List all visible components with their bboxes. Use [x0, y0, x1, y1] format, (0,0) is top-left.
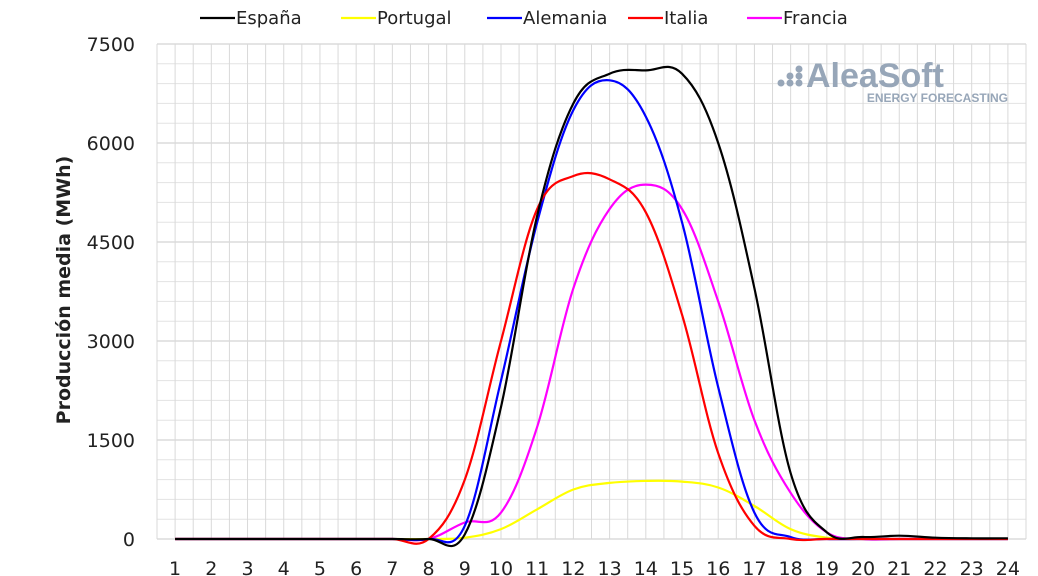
y-tick-label: 7500 — [87, 34, 135, 56]
x-tick-label: 8 — [423, 558, 435, 576]
legend-label: España — [236, 8, 302, 29]
x-axis: 1 2 3 4 5 6 7 8 9 10 11 12 13 14 15 16 17 18 19 20 21 22 23 24 — [169, 558, 1020, 576]
series-lines — [175, 65, 1008, 548]
x-tick-label: 9 — [459, 558, 471, 576]
x-tick-label: 7 — [386, 558, 398, 576]
y-tick-label: 6000 — [87, 133, 135, 155]
x-tick-label: 24 — [996, 558, 1020, 576]
y-axis-label: Producción media (MWh) — [53, 156, 75, 425]
legend-label: Portugal — [377, 8, 452, 29]
x-tick-label: 19 — [815, 558, 839, 576]
x-tick-label: 21 — [887, 558, 911, 576]
logo-tagline: ENERGY FORECASTING — [867, 91, 1008, 105]
x-tick-label: 13 — [598, 558, 622, 576]
x-tick-label: 4 — [278, 558, 290, 576]
x-tick-label: 23 — [960, 558, 984, 576]
x-tick-label: 3 — [241, 558, 253, 576]
x-tick-label: 10 — [489, 558, 513, 576]
x-tick-label: 11 — [525, 558, 549, 576]
x-tick-label: 5 — [314, 558, 326, 576]
legend-label: Italia — [664, 8, 708, 29]
x-tick-label: 20 — [851, 558, 875, 576]
y-tick-label: 3000 — [87, 331, 135, 353]
y-tick-label: 4500 — [87, 232, 135, 254]
gridlines — [156, 43, 1027, 540]
x-tick-label: 16 — [706, 558, 730, 576]
legend-label: Francia — [783, 8, 848, 29]
x-tick-label: 18 — [779, 558, 803, 576]
legend-item: Alemania — [487, 8, 607, 29]
legend-item: España — [200, 8, 302, 29]
y-tick-label: 0 — [123, 529, 135, 551]
y-tick-label: 1500 — [87, 430, 135, 452]
legend-item: Italia — [628, 8, 708, 29]
aleasoft-logo: AleaSoft ENERGY FORECASTING — [777, 57, 1008, 105]
logo-dots-icon — [777, 65, 803, 87]
legend-item: Francia — [747, 8, 848, 29]
x-tick-label: 2 — [205, 558, 217, 576]
x-tick-label: 17 — [742, 558, 766, 576]
series-line-españa — [175, 65, 1008, 548]
x-tick-label: 22 — [923, 558, 947, 576]
x-tick-label: 15 — [670, 558, 694, 576]
x-tick-label: 12 — [561, 558, 585, 576]
y-axis: 0 1500 3000 4500 6000 7500 — [87, 34, 135, 551]
x-tick-label: 14 — [634, 558, 658, 576]
legend: España Portugal Alemania Italia Francia — [200, 8, 848, 29]
logo-name: AleaSoft — [806, 57, 944, 95]
x-tick-label: 1 — [169, 558, 181, 576]
legend-item: Portugal — [341, 8, 452, 29]
x-tick-label: 6 — [350, 558, 362, 576]
legend-label: Alemania — [523, 8, 607, 29]
